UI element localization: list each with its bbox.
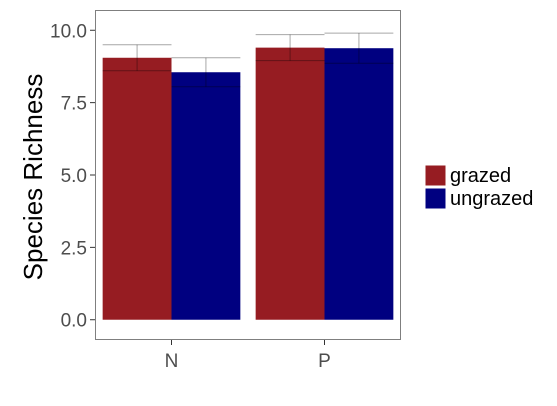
- y-tick-label: 5.0: [61, 166, 87, 187]
- bar-ungrazed-P: [325, 48, 394, 320]
- legend-key: [425, 188, 446, 209]
- y-tick-label: 7.5: [61, 94, 87, 115]
- bar-grazed-N: [103, 58, 172, 320]
- y-tick-label: 2.5: [61, 238, 87, 259]
- bar-grazed-P: [256, 48, 325, 320]
- legend-label: ungrazed: [450, 188, 533, 210]
- y-tick-label: 0.0: [61, 311, 87, 332]
- x-tick-label: P: [318, 351, 331, 372]
- bar-ungrazed-N: [172, 72, 241, 320]
- legend-item-ungrazed: ungrazed: [425, 188, 533, 210]
- y-tick-label: 10.0: [50, 21, 87, 42]
- x-tick-label: N: [165, 351, 179, 372]
- y-axis-title: Species Richness: [18, 74, 48, 281]
- legend-label: grazed: [450, 165, 511, 187]
- legend-item-grazed: grazed: [425, 165, 511, 187]
- legend-key: [425, 165, 446, 186]
